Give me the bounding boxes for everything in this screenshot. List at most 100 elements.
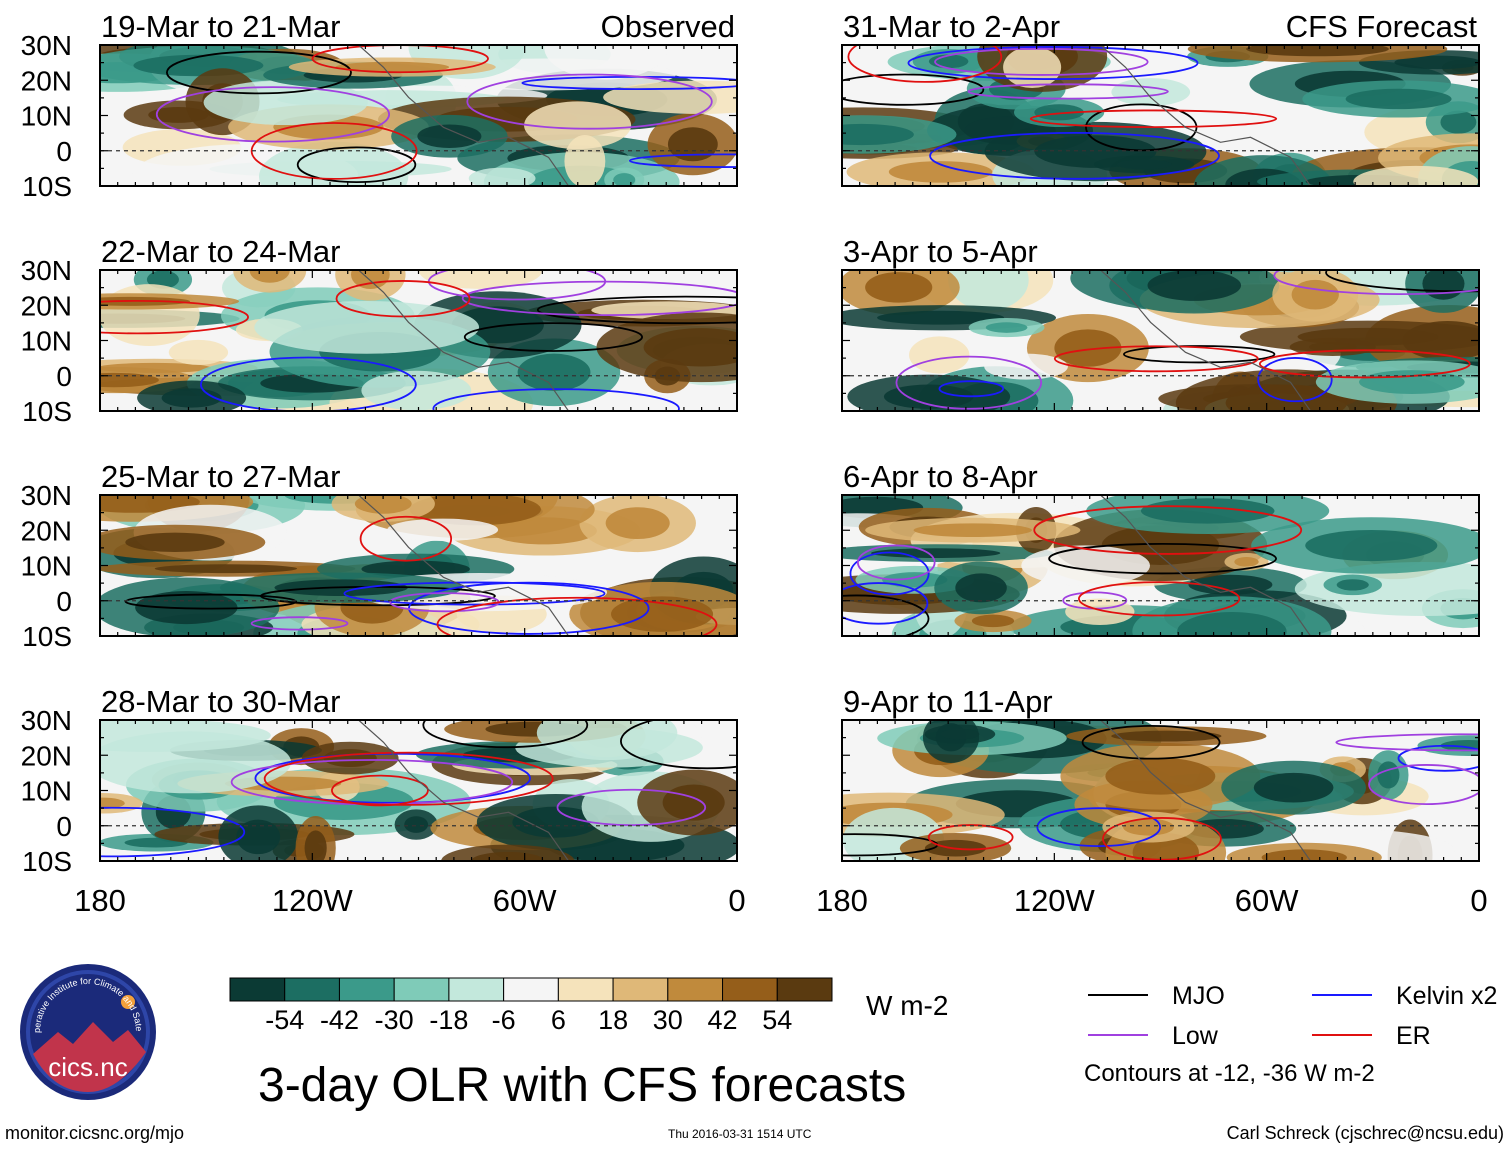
contour-low	[967, 83, 1169, 100]
cics-logo: Cooperative Institute for Climate and Sa…	[15, 954, 158, 1102]
contour-er	[847, 45, 1003, 83]
olr-anomaly-blob	[1111, 78, 1191, 106]
contour-er	[263, 751, 554, 806]
coastline	[358, 495, 569, 636]
olr-anomaly-core	[1336, 579, 1369, 591]
olr-anomaly-core	[335, 61, 450, 73]
contour-mjo	[166, 50, 352, 95]
contour-kelvin-x2	[200, 356, 417, 411]
olr-anomaly-core	[865, 272, 933, 303]
olr-anomaly-core	[133, 54, 264, 77]
contour-mjo	[842, 73, 985, 106]
contour-mjo	[124, 593, 298, 610]
olr-anomaly-core	[1246, 45, 1389, 57]
olr-anomaly-core	[1034, 104, 1084, 121]
olr-anomaly-core	[667, 127, 718, 162]
contour-er	[927, 824, 1014, 851]
y-tick-label: 30N	[21, 30, 72, 61]
contour-mjo	[1123, 345, 1276, 364]
olr-anomaly-core	[1225, 384, 1348, 411]
y-tick-label: 10N	[21, 551, 72, 582]
y-tick-label: 0	[56, 586, 72, 617]
colorbar-label: 18	[598, 1005, 628, 1035]
coastline	[1100, 495, 1311, 636]
colorbar-swatch	[503, 977, 559, 1002]
olr-anomaly-core	[611, 596, 714, 632]
olr-anomaly-core	[1261, 849, 1347, 861]
panel-title: 31-Mar to 2-Apr	[843, 9, 1060, 44]
coastline	[1100, 270, 1311, 411]
x-tick-label: 0	[1470, 883, 1487, 918]
coastline	[1100, 720, 1311, 861]
colorbar-swatch	[612, 977, 669, 1002]
colorbar-label: -18	[429, 1005, 468, 1035]
contour-er	[359, 515, 453, 562]
olr-anomaly-core	[1377, 761, 1400, 789]
colorbar-label: -6	[492, 1005, 516, 1035]
olr-anomaly-core	[361, 560, 470, 578]
x-tick-label: 180	[816, 883, 868, 918]
olr-anomaly-core	[662, 784, 725, 821]
contour-mjo	[536, 295, 737, 325]
olr-anomaly-core	[404, 816, 429, 833]
olr-anomaly-core	[323, 749, 377, 768]
contour-mjo	[1048, 542, 1277, 575]
contour-low	[1273, 270, 1479, 296]
olr-anomaly-blob	[387, 518, 499, 541]
y-tick-label: 0	[56, 361, 72, 392]
colorbar-swatch	[284, 977, 340, 1002]
figure-title: 3-day OLR with CFS forecasts	[258, 1059, 907, 1112]
map-panel	[99, 269, 738, 412]
x-tick-label: 60W	[493, 883, 557, 918]
panel-title: 6-Apr to 8-Apr	[843, 459, 1038, 494]
y-tick-label: 10S	[22, 621, 72, 652]
olr-anomaly-core	[955, 573, 1007, 603]
olr-anomaly-core	[146, 270, 179, 289]
contour-kelvin-x2	[907, 46, 1199, 80]
author-credit: Carl Schreck (cjschrec@ncsu.edu)	[1226, 1123, 1504, 1143]
coastline	[358, 720, 569, 861]
panel-title: 25-Mar to 27-Mar	[101, 459, 340, 494]
colorbar-label: 30	[653, 1005, 683, 1035]
panel-title: 22-Mar to 24-Mar	[101, 234, 340, 269]
olr-anomaly-core	[417, 124, 482, 149]
y-tick-label: 20N	[21, 290, 72, 321]
olr-anomaly-core	[870, 548, 1001, 558]
olr-anomaly-core	[1116, 159, 1172, 170]
contour-mjo	[463, 322, 643, 352]
olr-anomaly-core	[605, 507, 670, 540]
contour-low	[895, 355, 1043, 410]
contour-er	[1029, 109, 1278, 128]
contour-kelvin-x2	[432, 388, 680, 411]
olr-anomaly-blob	[1021, 545, 1150, 586]
contour-kelvin-x2	[929, 131, 1220, 180]
map-panel	[841, 494, 1480, 637]
x-tick-label: 0	[728, 883, 745, 918]
contour-low	[250, 616, 349, 631]
contour-kelvin-x2	[343, 581, 606, 606]
map-panel	[99, 719, 738, 862]
timestamp: Thu 2016-03-31 1514 UTC	[668, 1127, 812, 1141]
olr-anomaly-core	[1234, 556, 1259, 567]
contour-er	[1053, 345, 1259, 373]
map-panel	[841, 719, 1480, 862]
olr-anomaly-core	[304, 830, 327, 861]
olr-anomaly-core	[161, 388, 222, 408]
olr-anomaly-core	[882, 572, 948, 588]
olr-anomaly-core	[100, 797, 125, 809]
source-url[interactable]: monitor.cicsnc.org/mjo	[5, 1123, 185, 1143]
contour-kelvin-x2	[1257, 357, 1333, 403]
map-panel	[841, 44, 1480, 187]
olr-anomaly-blob	[1353, 165, 1479, 186]
panel-title: 9-Apr to 11-Apr	[843, 684, 1053, 719]
x-tick-label: 60W	[1235, 883, 1299, 918]
contour-er	[100, 299, 249, 335]
olr-anomaly-core	[1140, 498, 1275, 524]
contour-kelvin-x2	[1036, 807, 1162, 848]
panel-title: 19-Mar to 21-Mar	[101, 9, 340, 44]
map-panel	[841, 269, 1480, 412]
olr-anomaly-core	[877, 310, 1005, 325]
colorbar-label: 42	[708, 1005, 738, 1035]
olr-anomaly-blob	[468, 167, 536, 186]
column-header: Observed	[601, 9, 735, 44]
